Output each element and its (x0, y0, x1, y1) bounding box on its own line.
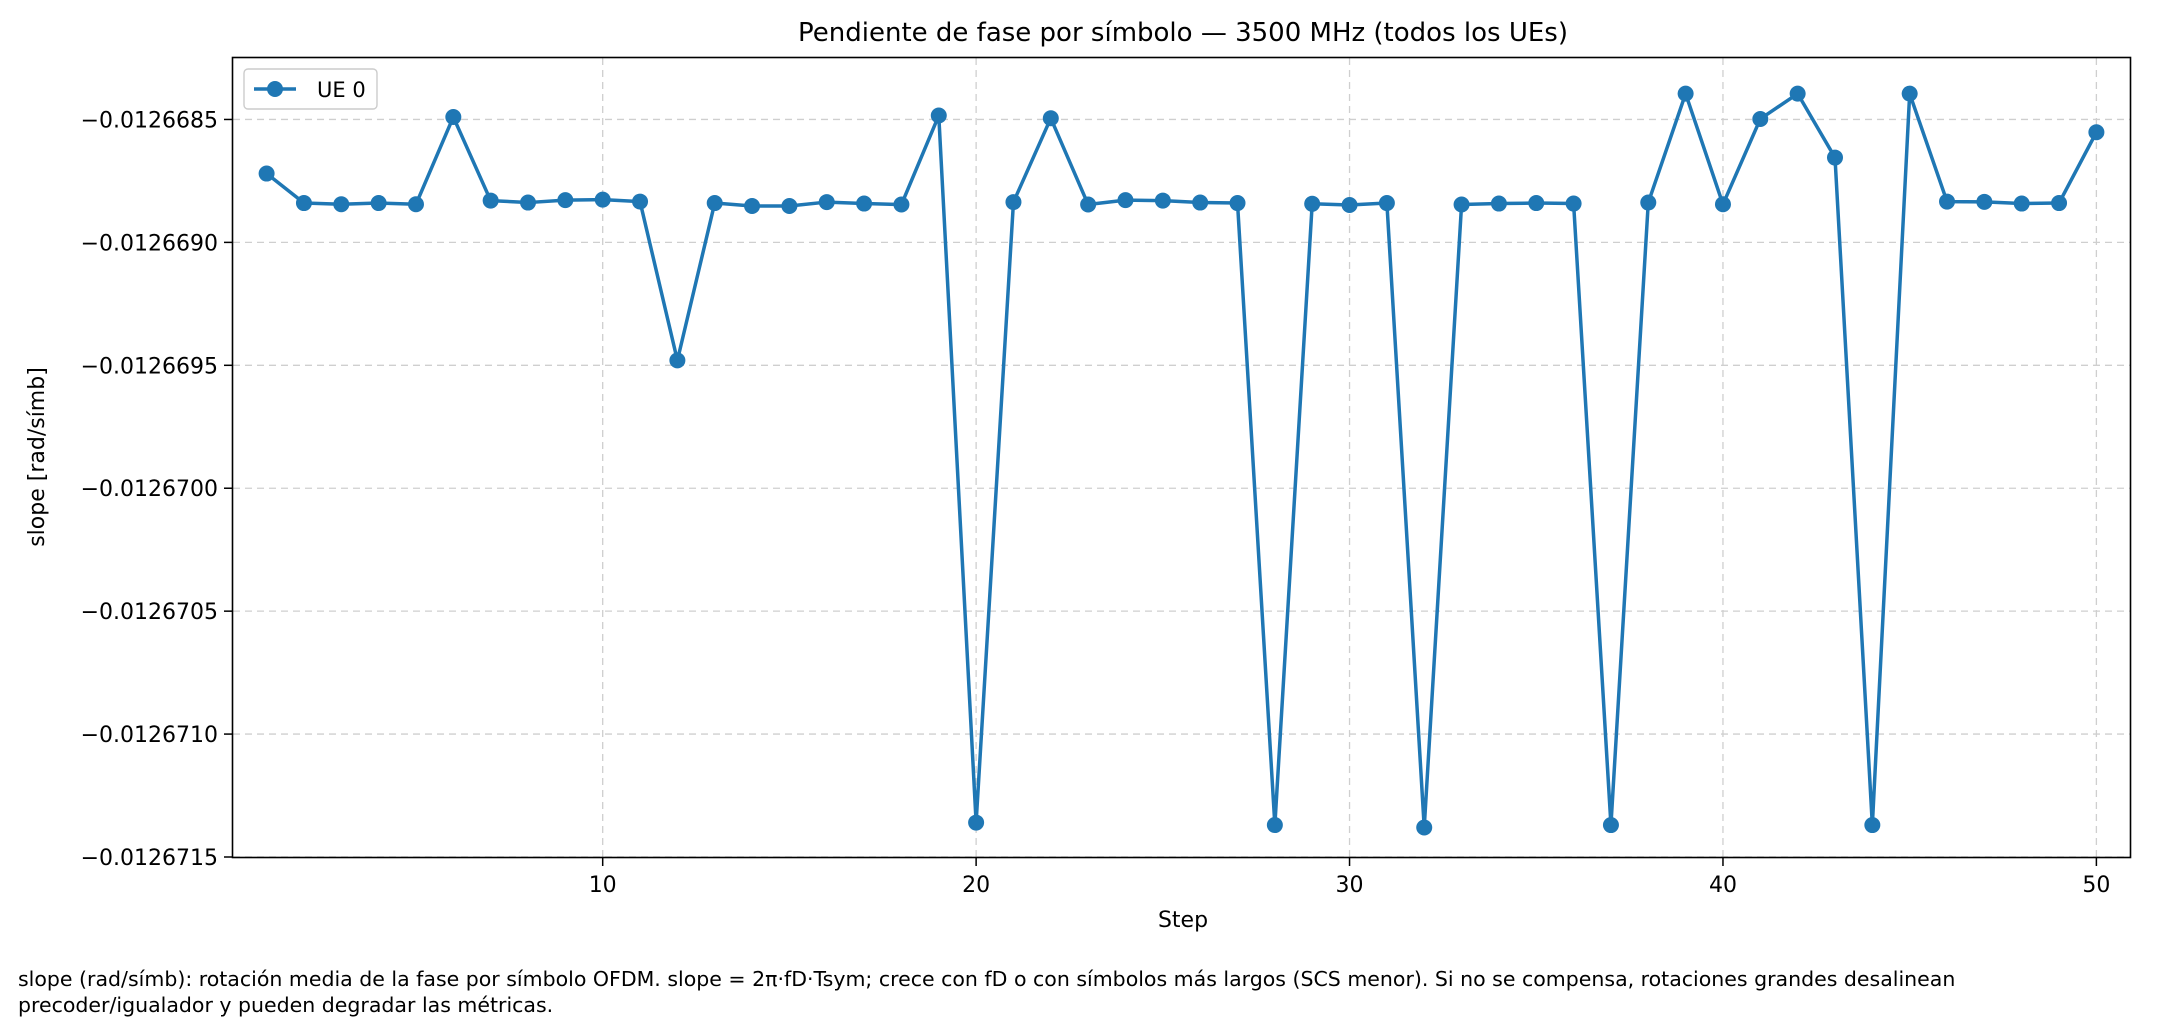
y-tick-label: −0.0126715 (81, 846, 218, 871)
data-point (1154, 192, 1171, 209)
data-point (893, 196, 910, 213)
data-point (1789, 85, 1806, 102)
y-axis-label: slope [rad/símb] (25, 367, 50, 547)
data-point (407, 196, 424, 213)
data-point (1976, 193, 1993, 210)
data-point (594, 191, 611, 208)
x-tick-label: 30 (1336, 873, 1364, 898)
data-point (1602, 817, 1619, 834)
x-tick-label: 50 (2082, 873, 2110, 898)
y-tick-label: −0.0126700 (81, 477, 218, 502)
data-point (1266, 817, 1283, 834)
x-axis-label: Step (1158, 908, 1208, 933)
legend-label: UE 0 (317, 78, 366, 102)
data-point (1528, 195, 1545, 212)
caption: slope (rad/símb): rotación media de la f… (18, 967, 1956, 1017)
data-point (968, 814, 985, 831)
y-tick-label: −0.0126685 (81, 108, 218, 133)
chart-title: Pendiente de fase por símbolo — 3500 MHz… (798, 18, 1568, 48)
data-point (632, 193, 649, 210)
data-point (930, 107, 947, 124)
x-tick-label: 20 (962, 873, 990, 898)
plot-frame (231, 56, 2132, 859)
data-point (1117, 192, 1134, 209)
data-point (2088, 124, 2105, 141)
x-axis-ticks: 10 20 30 40 50 (589, 857, 2110, 898)
data-point (781, 197, 798, 214)
legend-box (243, 68, 378, 110)
y-tick-label: −0.0126705 (81, 600, 218, 625)
data-point (856, 195, 873, 212)
data-point (1752, 110, 1769, 127)
data-point (1229, 195, 1246, 212)
data-point (1714, 196, 1731, 213)
data-point (1901, 85, 1918, 102)
data-point (1304, 195, 1321, 212)
data-point (1453, 196, 1470, 213)
data-point (1042, 110, 1059, 127)
data-point (557, 192, 574, 209)
x-tick-label: 10 (589, 873, 617, 898)
data-point (1640, 194, 1657, 211)
data-point (818, 194, 835, 211)
data-point (2013, 195, 2030, 212)
data-point (1939, 193, 1956, 210)
data-point (1864, 817, 1881, 834)
legend: UE 0 (243, 68, 378, 110)
data-point (1005, 194, 1022, 211)
x-tick-label: 40 (1709, 873, 1737, 898)
data-point (445, 109, 462, 126)
data-point (669, 352, 686, 369)
data-point (1080, 196, 1097, 213)
data-point (1192, 194, 1209, 211)
data-point (295, 195, 312, 212)
data-point (1565, 195, 1582, 212)
data-point (1416, 819, 1433, 836)
data-point (520, 194, 537, 211)
y-tick-label: −0.0126695 (81, 354, 218, 379)
data-point (744, 197, 761, 214)
data-point (1490, 195, 1507, 212)
data-point (333, 196, 350, 213)
y-axis-ticks: −0.0126685 −0.0126690 −0.0126695 −0.0126700… (81, 108, 233, 871)
data-point (1677, 85, 1694, 102)
data-point (258, 165, 275, 182)
data-point (1826, 149, 1843, 166)
data-point (1341, 197, 1358, 214)
y-tick-label: −0.0126710 (81, 723, 218, 748)
series-group (258, 85, 2105, 836)
legend-marker (267, 81, 283, 97)
data-point (482, 192, 499, 209)
y-tick-label: −0.0126690 (81, 231, 218, 256)
data-point (706, 195, 723, 212)
data-point (370, 195, 387, 212)
data-point (1378, 195, 1395, 212)
data-point (2051, 195, 2068, 212)
